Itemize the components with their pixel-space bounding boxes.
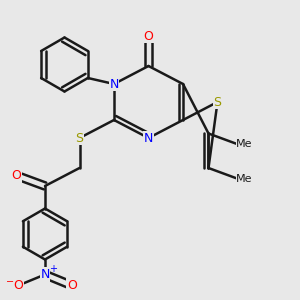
Text: N: N [144, 131, 153, 145]
Text: N: N [40, 268, 50, 281]
Text: O: O [13, 279, 23, 292]
Text: Me: Me [236, 173, 253, 184]
Text: O: O [67, 279, 77, 292]
Text: N: N [109, 77, 119, 91]
Text: S: S [214, 95, 221, 109]
Text: O: O [144, 29, 153, 43]
Text: Me: Me [236, 139, 253, 149]
Text: O: O [12, 169, 21, 182]
Text: −: − [5, 277, 14, 287]
Text: +: + [50, 264, 57, 274]
Text: S: S [76, 131, 83, 145]
